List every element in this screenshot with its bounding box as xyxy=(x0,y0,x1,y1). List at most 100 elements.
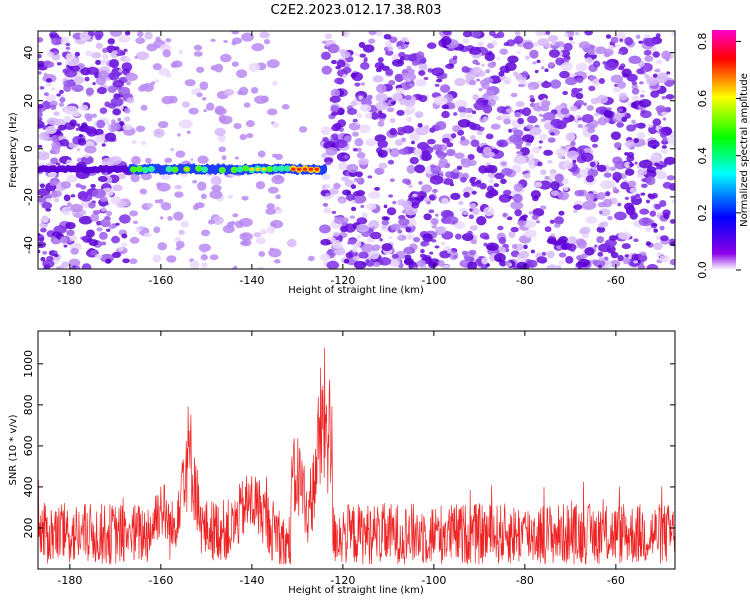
colorbar-tick-label: 0.0 xyxy=(696,261,709,279)
heatmap-cell xyxy=(325,34,331,38)
heatmap-cell xyxy=(320,238,331,246)
heatmap-cell xyxy=(621,116,628,123)
heatmap-cell xyxy=(58,102,65,107)
heatmap-cell xyxy=(338,161,348,171)
heatmap-cell xyxy=(388,236,393,240)
heatmap-cell xyxy=(406,116,413,123)
heatmap-cell xyxy=(554,216,564,225)
heatmap-cell xyxy=(629,187,638,194)
heatmap-cell xyxy=(421,184,433,193)
heatmap-cell xyxy=(52,190,62,198)
heatmap-cell xyxy=(658,128,663,132)
heatmap-cell xyxy=(620,181,630,190)
heatmap-cell xyxy=(90,213,100,222)
heatmap-cell xyxy=(51,52,61,61)
heatmap-cell xyxy=(379,238,383,242)
heatmap-cell xyxy=(107,85,117,93)
snr-axes: -180 -160 -140 -120 -100 -80 -60 200 400 600 800 10… xyxy=(22,331,675,587)
heatmap-cell xyxy=(434,245,440,249)
heatmap-cell xyxy=(512,193,523,203)
heatmap-cell xyxy=(158,67,170,76)
heatmap-cell xyxy=(88,201,96,209)
heatmap-cell xyxy=(596,192,606,200)
heatmap-cell xyxy=(440,84,451,93)
heatmap-cell xyxy=(517,220,526,227)
heatmap-cell xyxy=(488,178,495,184)
heatmap-cell xyxy=(57,124,67,131)
heatmap-cell xyxy=(536,220,540,224)
heatmap-cell xyxy=(227,194,234,199)
heatmap-cell xyxy=(523,244,528,250)
heatmap-cell xyxy=(394,139,403,147)
heatmap-cell xyxy=(488,151,496,157)
heatmap-cell xyxy=(662,209,671,216)
heatmap-cell xyxy=(38,233,41,237)
heatmap-cell xyxy=(547,34,559,43)
heatmap-cell xyxy=(633,260,639,264)
heatmap-cell xyxy=(199,81,209,91)
heatmap-cell xyxy=(567,236,578,245)
heatmap-cell xyxy=(480,63,485,67)
heatmap-cell xyxy=(641,183,648,189)
heatmap-cell xyxy=(624,140,635,149)
heatmap-cell xyxy=(635,34,641,40)
heatmap-cell xyxy=(549,219,555,224)
heatmap-cell xyxy=(560,62,573,72)
heatmap-cell xyxy=(164,157,173,164)
heatmap-cell xyxy=(63,244,68,248)
heatmap-cell xyxy=(556,265,562,269)
heatmap-cell xyxy=(587,168,599,178)
heatmap-cell xyxy=(360,204,365,209)
heatmap-cell xyxy=(84,154,90,159)
heatmap-cell xyxy=(253,231,262,238)
heatmap-cell xyxy=(514,35,524,45)
heatmap-cell xyxy=(401,200,413,208)
heatmap-cell xyxy=(55,162,61,166)
heatmap-cell xyxy=(403,246,415,255)
heatmap-cell xyxy=(428,209,435,214)
snr-y-tick-label: 1000 xyxy=(22,350,35,378)
heatmap-cell xyxy=(174,184,182,190)
heatmap-cell xyxy=(538,180,552,190)
heatmap-cell xyxy=(649,210,657,217)
heatmap-cell xyxy=(358,95,363,100)
heatmap-cell xyxy=(460,158,468,164)
heatmap-cell xyxy=(94,128,104,136)
heatmap-cell xyxy=(529,49,539,59)
heatmap-cell xyxy=(471,110,477,115)
heatmap-cell xyxy=(123,48,128,53)
heatmap-cell xyxy=(369,231,382,240)
heatmap-cell xyxy=(494,172,505,180)
heatmap-cell xyxy=(562,159,573,170)
spectrogram-x-tick-label: -140 xyxy=(239,274,264,287)
heatmap-cell xyxy=(334,77,345,85)
heatmap-cell xyxy=(588,58,593,63)
heatmap-cell xyxy=(659,254,670,263)
heatmap-cell xyxy=(233,122,242,130)
heatmap-cell xyxy=(546,238,557,245)
heatmap-cell xyxy=(231,31,240,35)
heatmap-cell xyxy=(640,252,646,256)
heatmap-cell xyxy=(436,78,443,83)
signal-band-cell xyxy=(261,167,266,171)
heatmap-cell xyxy=(57,265,64,269)
heatmap-cell xyxy=(42,250,48,255)
heatmap-cell xyxy=(333,182,341,190)
heatmap-cell xyxy=(333,250,340,255)
heatmap-cell xyxy=(170,62,179,68)
heatmap-cell xyxy=(51,87,56,91)
heatmap-cell xyxy=(581,126,588,132)
heatmap-cell xyxy=(431,238,437,243)
heatmap-cell xyxy=(158,198,164,204)
heatmap-cell xyxy=(429,251,434,255)
heatmap-cell xyxy=(59,138,70,147)
colorbar-gradient xyxy=(712,30,736,270)
heatmap-cell xyxy=(375,68,382,73)
heatmap-cell xyxy=(56,93,61,97)
heatmap-cell xyxy=(189,260,200,269)
heatmap-cell xyxy=(648,194,656,200)
heatmap-cell xyxy=(63,194,71,202)
heatmap-cell xyxy=(523,229,537,239)
heatmap-cell xyxy=(173,211,184,221)
heatmap-cell xyxy=(491,40,498,46)
